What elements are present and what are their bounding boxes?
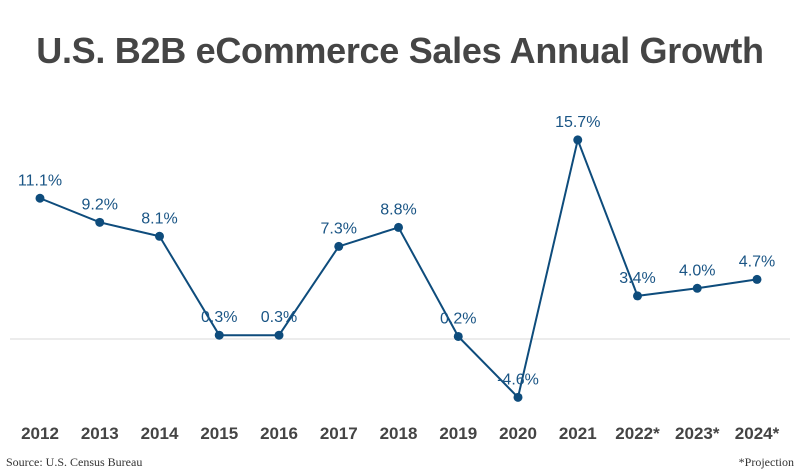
data-point — [752, 274, 762, 284]
x-tick-label: 2018 — [380, 424, 418, 443]
data-label: 8.8% — [380, 201, 416, 218]
data-point — [155, 231, 164, 241]
data-label: 0.3% — [201, 309, 237, 326]
source-note: Source: U.S. Census Bureau — [6, 455, 143, 469]
data-label: 0.2% — [440, 310, 476, 327]
data-point — [35, 193, 45, 203]
x-tick-label: 2019 — [439, 424, 477, 443]
data-point — [214, 330, 224, 340]
data-point — [334, 241, 344, 251]
x-tick-label: 2024* — [735, 424, 780, 443]
x-tick-label: 2014 — [141, 424, 179, 443]
data-label: 7.3% — [321, 220, 357, 237]
data-point — [633, 291, 642, 301]
series-line — [39, 136, 758, 400]
projection-note: *Projection — [738, 455, 794, 469]
data-point — [692, 283, 702, 293]
x-tick-label: 2015 — [200, 424, 238, 443]
data-label: 4.7% — [739, 253, 775, 270]
data-label: -4.6% — [497, 371, 539, 388]
x-tick-label: 2013 — [81, 424, 119, 443]
data-point — [573, 135, 583, 145]
data-label: 3.4% — [619, 270, 655, 287]
data-label: 15.7% — [555, 114, 600, 131]
data-point — [394, 222, 403, 232]
data-point — [95, 217, 105, 227]
x-tick-label: 2012 — [21, 424, 59, 443]
data-point — [453, 331, 463, 341]
data-point — [274, 330, 284, 340]
x-tick-label: 2016 — [260, 424, 298, 443]
x-tick-label: 2020 — [499, 424, 537, 443]
x-tick-label: 2021 — [559, 424, 597, 443]
data-label: 11.1% — [18, 172, 62, 189]
chart-title: U.S. B2B eCommerce Sales Annual Growth — [36, 30, 764, 71]
data-label: 0.3% — [261, 309, 297, 326]
data-label: 4.0% — [679, 262, 715, 279]
x-tick-label: 2017 — [320, 424, 358, 443]
data-point — [513, 392, 523, 402]
x-tick-label: 2023* — [675, 424, 720, 443]
x-tick-label: 2022* — [615, 424, 660, 443]
data-label: 8.1% — [141, 210, 177, 227]
data-label: 9.2% — [82, 196, 118, 213]
